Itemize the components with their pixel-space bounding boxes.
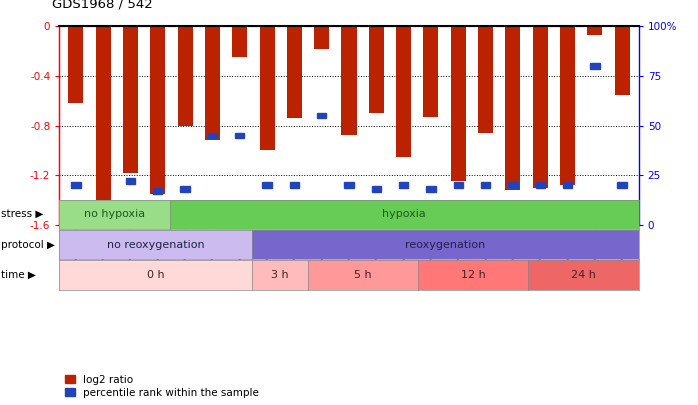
Bar (98, 212, 107, 217)
Text: time ▶: time ▶ (1, 270, 36, 280)
Bar (232, 26, 247, 58)
Bar (260, 26, 274, 150)
Bar (262, 182, 272, 188)
Bar (153, 188, 163, 194)
Bar (314, 26, 329, 49)
Bar (123, 26, 138, 173)
Bar (615, 26, 630, 94)
Legend: log2 ratio, percentile rank within the sample: log2 ratio, percentile rank within the s… (64, 375, 259, 398)
Bar (344, 182, 354, 188)
Bar (180, 186, 190, 192)
Bar (235, 133, 244, 138)
Text: hypoxia: hypoxia (383, 209, 426, 219)
Bar (426, 186, 436, 192)
Text: 3 h: 3 h (272, 270, 289, 280)
Bar (290, 182, 299, 188)
Text: GDS1968 / 542: GDS1968 / 542 (52, 0, 153, 10)
Bar (588, 26, 602, 35)
Bar (478, 26, 493, 133)
Bar (126, 178, 135, 184)
Text: 24 h: 24 h (571, 270, 596, 280)
Bar (396, 26, 411, 157)
Bar (454, 182, 463, 188)
Bar (535, 182, 545, 188)
Text: no reoxygenation: no reoxygenation (107, 240, 205, 249)
Bar (424, 26, 438, 117)
Bar (71, 182, 80, 188)
Bar (287, 26, 302, 118)
Bar (96, 26, 110, 222)
Text: 0 h: 0 h (147, 270, 165, 280)
Bar (399, 182, 408, 188)
Bar (560, 26, 575, 185)
Text: protocol ▶: protocol ▶ (1, 240, 54, 249)
Bar (533, 26, 548, 188)
Bar (618, 182, 627, 188)
Text: stress ▶: stress ▶ (1, 209, 43, 219)
Bar (205, 26, 220, 141)
Bar (207, 133, 217, 138)
Bar (150, 26, 165, 194)
Bar (68, 26, 83, 103)
Bar (505, 26, 521, 190)
Bar (369, 26, 384, 113)
Bar (371, 186, 381, 192)
Bar (451, 26, 466, 181)
Bar (341, 26, 357, 135)
Text: 5 h: 5 h (354, 270, 371, 280)
Text: no hypoxia: no hypoxia (84, 209, 145, 219)
Bar (591, 63, 600, 69)
Text: reoxygenation: reoxygenation (406, 240, 486, 249)
Bar (177, 26, 193, 126)
Bar (481, 182, 491, 188)
Bar (563, 182, 572, 188)
Text: 12 h: 12 h (461, 270, 486, 280)
Bar (508, 182, 518, 188)
Bar (317, 113, 327, 118)
